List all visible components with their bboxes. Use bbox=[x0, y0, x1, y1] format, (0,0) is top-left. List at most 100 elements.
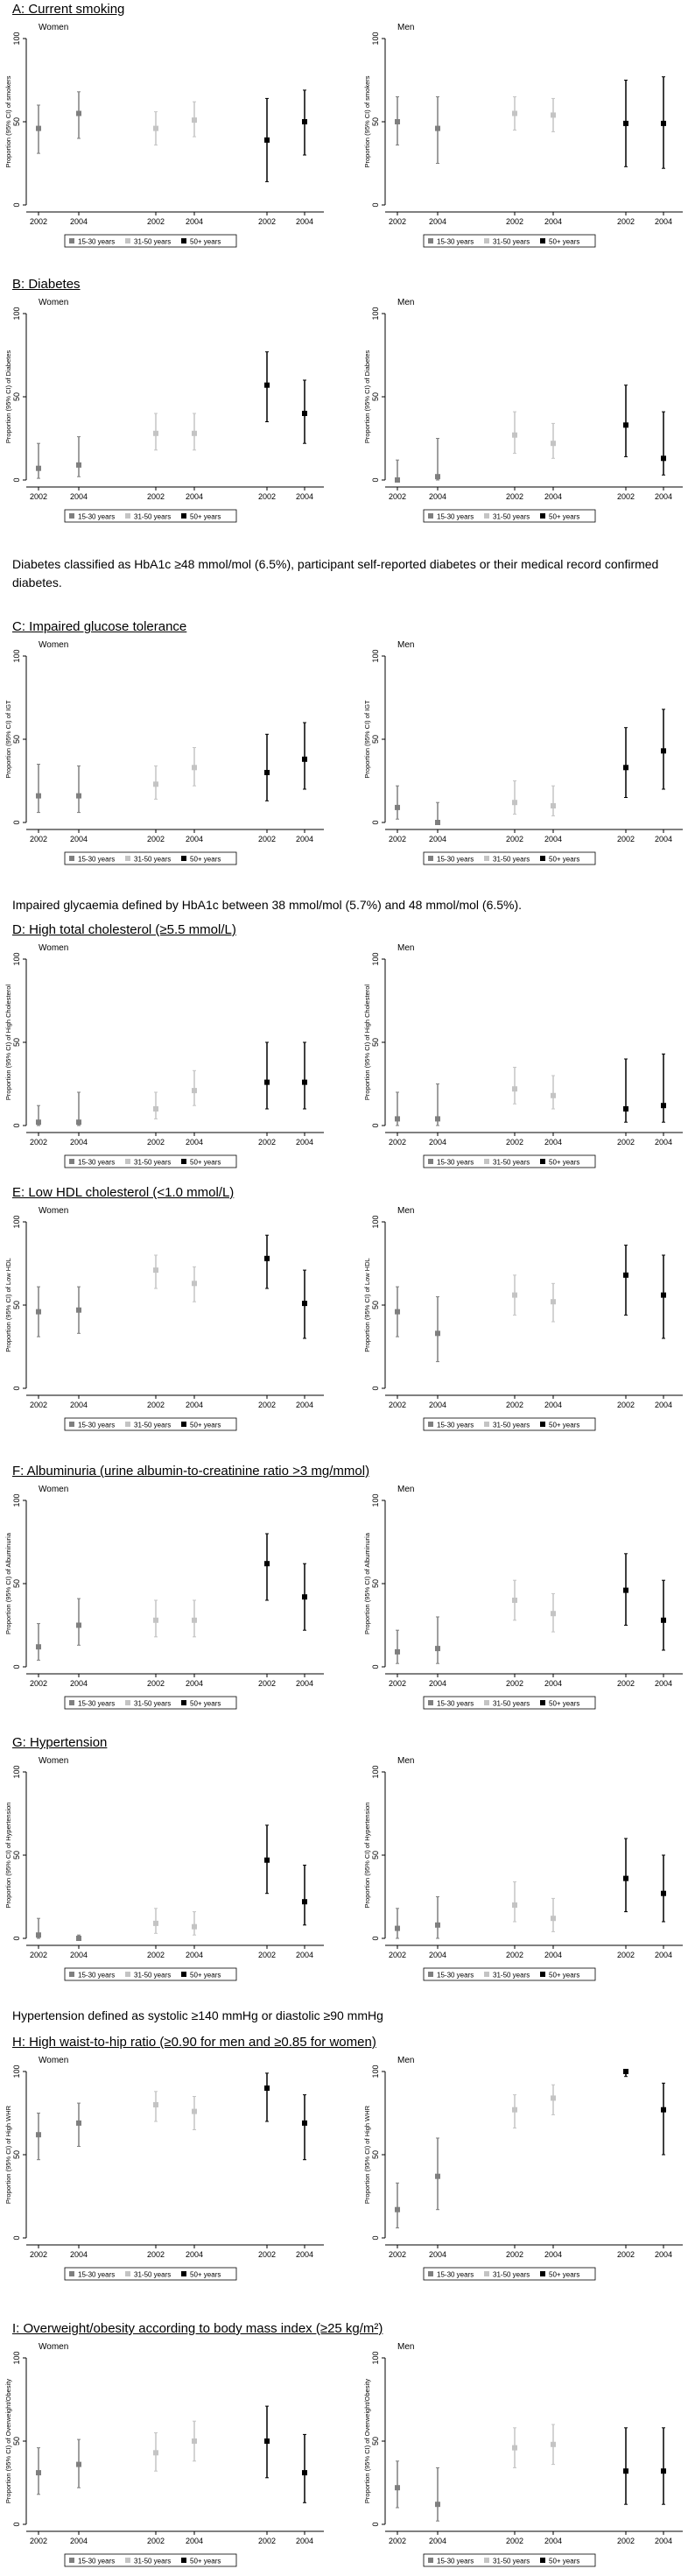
y-tick-label: 0 bbox=[371, 820, 380, 824]
legend-label: 15-30 years bbox=[437, 1159, 474, 1167]
legend-label: 15-30 years bbox=[78, 238, 115, 246]
x-tick-label: 2002 bbox=[389, 2537, 406, 2545]
x-tick-label: 2004 bbox=[544, 1951, 562, 1959]
legend-box bbox=[423, 851, 596, 865]
x-tick-label: 2004 bbox=[544, 1679, 562, 1688]
data-point bbox=[661, 1103, 666, 1109]
y-tick-label: 100 bbox=[371, 2064, 380, 2078]
legend-swatch bbox=[484, 2558, 489, 2563]
legend-label: 31-50 years bbox=[493, 1700, 530, 1708]
legend-swatch bbox=[484, 2271, 489, 2276]
legend-swatch bbox=[181, 1422, 186, 1427]
data-point bbox=[192, 765, 197, 771]
data-point bbox=[36, 2132, 41, 2138]
note-igt: Impaired glycaemia defined by HbA1c betw… bbox=[12, 898, 523, 912]
legend-swatch bbox=[181, 1159, 186, 1164]
x-tick-label: 2004 bbox=[655, 1401, 672, 1409]
y-tick-label: 50 bbox=[12, 1038, 21, 1047]
x-tick-label: 2002 bbox=[30, 1679, 47, 1688]
legend-swatch bbox=[428, 856, 433, 861]
legend-swatch bbox=[540, 2558, 545, 2563]
y-axis-label: Proportion (95% CI) of Overweight/Obesit… bbox=[4, 2379, 12, 2503]
x-tick-label: 2002 bbox=[30, 1138, 47, 1147]
y-tick-label: 0 bbox=[371, 2522, 380, 2526]
data-point bbox=[512, 1598, 517, 1603]
x-tick-label: 2002 bbox=[30, 835, 47, 843]
legend-swatch bbox=[125, 856, 130, 861]
panel-men: Men 0 50 100 Proportion (95% CI) of Albuminu… bbox=[363, 1485, 683, 1710]
chart-igt: Women 0 50 100 Proportion (95% CI) of IGT 200… bbox=[4, 640, 683, 865]
legend-box bbox=[423, 2553, 596, 2567]
x-tick-label: 2002 bbox=[617, 1679, 635, 1688]
x-tick-label: 2002 bbox=[617, 2250, 635, 2259]
x-tick-label: 2002 bbox=[617, 1951, 635, 1959]
legend-label: 50+ years bbox=[549, 2271, 579, 2279]
legend-swatch bbox=[428, 1700, 433, 1705]
x-tick-label: 2002 bbox=[147, 217, 165, 226]
legend-label: 31-50 years bbox=[493, 2558, 530, 2565]
y-tick-label: 50 bbox=[12, 2150, 21, 2159]
data-point bbox=[76, 1307, 81, 1313]
data-point bbox=[76, 110, 81, 116]
legend-box bbox=[64, 509, 237, 523]
panel-label-men: Men bbox=[397, 1485, 414, 1494]
data-point bbox=[395, 119, 400, 124]
data-point bbox=[153, 1267, 158, 1274]
data-point bbox=[302, 119, 307, 124]
y-tick-label: 100 bbox=[12, 649, 21, 662]
data-point bbox=[512, 2107, 517, 2113]
data-point bbox=[661, 1292, 666, 1298]
y-tick-label: 100 bbox=[12, 32, 21, 45]
legend-label: 50+ years bbox=[549, 513, 579, 521]
y-tick-label: 100 bbox=[371, 952, 380, 965]
y-axis-label: Proportion (95% CI) of Low HDL bbox=[363, 1258, 371, 1352]
section-title-e: E: Low HDL cholesterol (<1.0 mmol/L) bbox=[12, 1185, 235, 1200]
data-point bbox=[264, 2438, 270, 2444]
legend-label: 50+ years bbox=[549, 1159, 579, 1167]
x-tick-label: 2002 bbox=[506, 835, 523, 843]
x-tick-label: 2004 bbox=[429, 1138, 446, 1147]
y-tick-label: 50 bbox=[371, 117, 380, 126]
y-axis-label: Proportion (95% CI) of High WHR bbox=[363, 2105, 371, 2204]
x-tick-label: 2004 bbox=[429, 217, 446, 226]
data-point bbox=[192, 1281, 197, 1287]
data-point bbox=[192, 1923, 197, 1930]
x-tick-label: 2004 bbox=[186, 1951, 203, 1959]
data-point bbox=[551, 1299, 556, 1305]
legend-label: 15-30 years bbox=[437, 856, 474, 864]
panel-women: Women 0 50 100 Proportion (95% CI) of Low HD… bbox=[4, 1206, 324, 1431]
y-axis-label: Proportion (95% CI) of IGT bbox=[4, 700, 12, 779]
panel-label-women: Women bbox=[39, 2056, 68, 2065]
y-tick-label: 100 bbox=[371, 1493, 380, 1507]
data-point bbox=[36, 465, 41, 471]
data-point bbox=[153, 1920, 158, 1926]
panel-label-women: Women bbox=[39, 1756, 68, 1766]
data-point bbox=[623, 1875, 628, 1881]
panel-label-women: Women bbox=[39, 2342, 68, 2352]
x-tick-label: 2004 bbox=[296, 2250, 313, 2259]
x-tick-label: 2004 bbox=[429, 2537, 446, 2545]
section-title-d: D: High total cholesterol (≥5.5 mmol/L) bbox=[12, 922, 236, 937]
x-tick-label: 2002 bbox=[617, 1401, 635, 1409]
legend-label: 50+ years bbox=[190, 2271, 221, 2279]
data-point bbox=[551, 1092, 556, 1098]
data-point bbox=[395, 2485, 400, 2491]
panel-women: Women 0 50 100 Proportion (95% CI) of Hypert… bbox=[4, 1756, 324, 1981]
x-tick-label: 2004 bbox=[429, 492, 446, 501]
legend-label: 31-50 years bbox=[493, 856, 530, 864]
data-point bbox=[76, 2120, 81, 2126]
legend-swatch bbox=[181, 238, 186, 243]
y-tick-label: 0 bbox=[371, 1664, 380, 1669]
legend-swatch bbox=[125, 513, 130, 519]
data-point bbox=[623, 2468, 628, 2474]
legend-label: 31-50 years bbox=[493, 1972, 530, 1980]
x-tick-label: 2002 bbox=[506, 2250, 523, 2259]
data-point bbox=[302, 2120, 307, 2126]
legend-label: 31-50 years bbox=[134, 1159, 171, 1167]
legend-label: 15-30 years bbox=[437, 1422, 474, 1429]
panel-men: Men 0 50 100 Proportion (95% CI) of IGT 2002 2… bbox=[363, 640, 683, 865]
legend-label: 50+ years bbox=[190, 1159, 221, 1167]
data-point bbox=[512, 1292, 517, 1298]
chart-hypertension: Women 0 50 100 Proportion (95% CI) of Hypert… bbox=[4, 1756, 683, 1981]
data-point bbox=[302, 1079, 307, 1085]
